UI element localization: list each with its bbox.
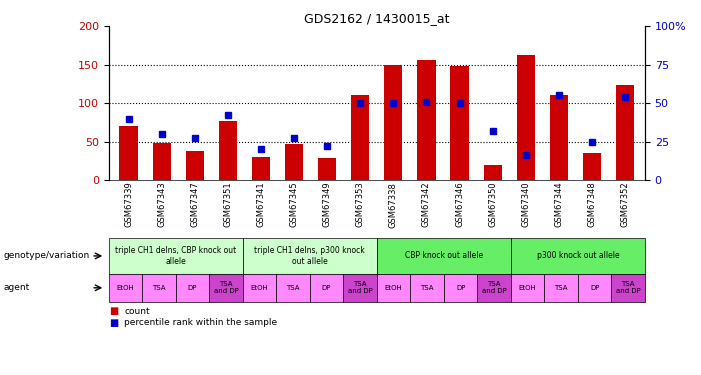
Text: count: count — [124, 307, 150, 316]
Text: GSM67350: GSM67350 — [488, 182, 497, 227]
Bar — [384, 64, 402, 180]
Text: genotype/variation: genotype/variation — [4, 251, 90, 260]
Text: GSM67352: GSM67352 — [620, 182, 629, 227]
Text: triple CH1 delns, p300 knock
out allele: triple CH1 delns, p300 knock out allele — [254, 246, 365, 266]
Bar — [343, 274, 377, 302]
Bar — [578, 274, 611, 302]
Text: TSA: TSA — [286, 285, 300, 291]
Bar — [186, 151, 204, 180]
Text: TSA
and DP: TSA and DP — [214, 281, 238, 294]
Bar — [243, 274, 276, 302]
Text: TSA
and DP: TSA and DP — [482, 281, 506, 294]
Bar — [611, 274, 645, 302]
Bar — [417, 60, 435, 180]
Text: EtOH: EtOH — [250, 285, 268, 291]
Text: GSM67341: GSM67341 — [257, 182, 266, 227]
Text: GSM67353: GSM67353 — [355, 182, 365, 228]
Bar — [451, 66, 469, 180]
Bar — [410, 274, 444, 302]
Text: EtOH: EtOH — [116, 285, 135, 291]
Text: GSM67351: GSM67351 — [224, 182, 232, 227]
Text: GSM67348: GSM67348 — [587, 182, 597, 228]
Text: GSM67340: GSM67340 — [522, 182, 530, 227]
Text: DP: DP — [456, 285, 465, 291]
Bar — [142, 274, 176, 302]
Bar — [318, 159, 336, 180]
Text: TSA
and DP: TSA and DP — [615, 281, 641, 294]
Bar — [219, 121, 237, 180]
Text: DP: DP — [590, 285, 599, 291]
Bar — [252, 157, 270, 180]
Bar — [176, 274, 209, 302]
Text: ■: ■ — [109, 318, 118, 328]
Bar — [477, 274, 511, 302]
Text: EtOH: EtOH — [385, 285, 402, 291]
Text: GSM67343: GSM67343 — [157, 182, 166, 228]
Bar — [377, 274, 410, 302]
Text: TSA
and DP: TSA and DP — [348, 281, 372, 294]
Bar — [550, 96, 568, 180]
Bar — [484, 165, 502, 180]
Text: CBP knock out allele: CBP knock out allele — [404, 251, 483, 260]
Bar — [511, 238, 645, 274]
Text: agent: agent — [4, 284, 29, 292]
Text: triple CH1 delns, CBP knock out
allele: triple CH1 delns, CBP knock out allele — [115, 246, 236, 266]
Text: p300 knock out allele: p300 knock out allele — [536, 251, 619, 260]
Text: GSM67338: GSM67338 — [389, 182, 398, 228]
Bar — [351, 96, 369, 180]
Bar — [243, 238, 377, 274]
Text: GSM67342: GSM67342 — [422, 182, 431, 227]
Text: TSA: TSA — [421, 285, 434, 291]
Text: TSA: TSA — [152, 285, 165, 291]
Bar — [119, 126, 137, 180]
Bar — [209, 274, 243, 302]
Text: GSM67346: GSM67346 — [455, 182, 464, 228]
Text: GSM67344: GSM67344 — [554, 182, 564, 227]
Bar — [153, 143, 171, 180]
Bar — [616, 85, 634, 180]
Bar — [444, 274, 477, 302]
Bar — [285, 144, 303, 180]
Text: ■: ■ — [109, 306, 118, 316]
Bar — [583, 153, 601, 180]
Bar — [109, 238, 243, 274]
Text: TSA: TSA — [554, 285, 568, 291]
Bar — [310, 274, 343, 302]
Text: DP: DP — [322, 285, 331, 291]
Bar — [545, 274, 578, 302]
Text: GSM67339: GSM67339 — [124, 182, 133, 228]
Bar — [517, 56, 535, 180]
Bar — [109, 274, 142, 302]
Text: EtOH: EtOH — [519, 285, 536, 291]
Bar — [276, 274, 310, 302]
Title: GDS2162 / 1430015_at: GDS2162 / 1430015_at — [304, 12, 449, 25]
Text: GSM67349: GSM67349 — [322, 182, 332, 227]
Bar — [511, 274, 545, 302]
Bar — [377, 238, 511, 274]
Text: DP: DP — [188, 285, 197, 291]
Text: GSM67345: GSM67345 — [290, 182, 299, 227]
Text: percentile rank within the sample: percentile rank within the sample — [124, 318, 277, 327]
Text: GSM67347: GSM67347 — [190, 182, 199, 228]
